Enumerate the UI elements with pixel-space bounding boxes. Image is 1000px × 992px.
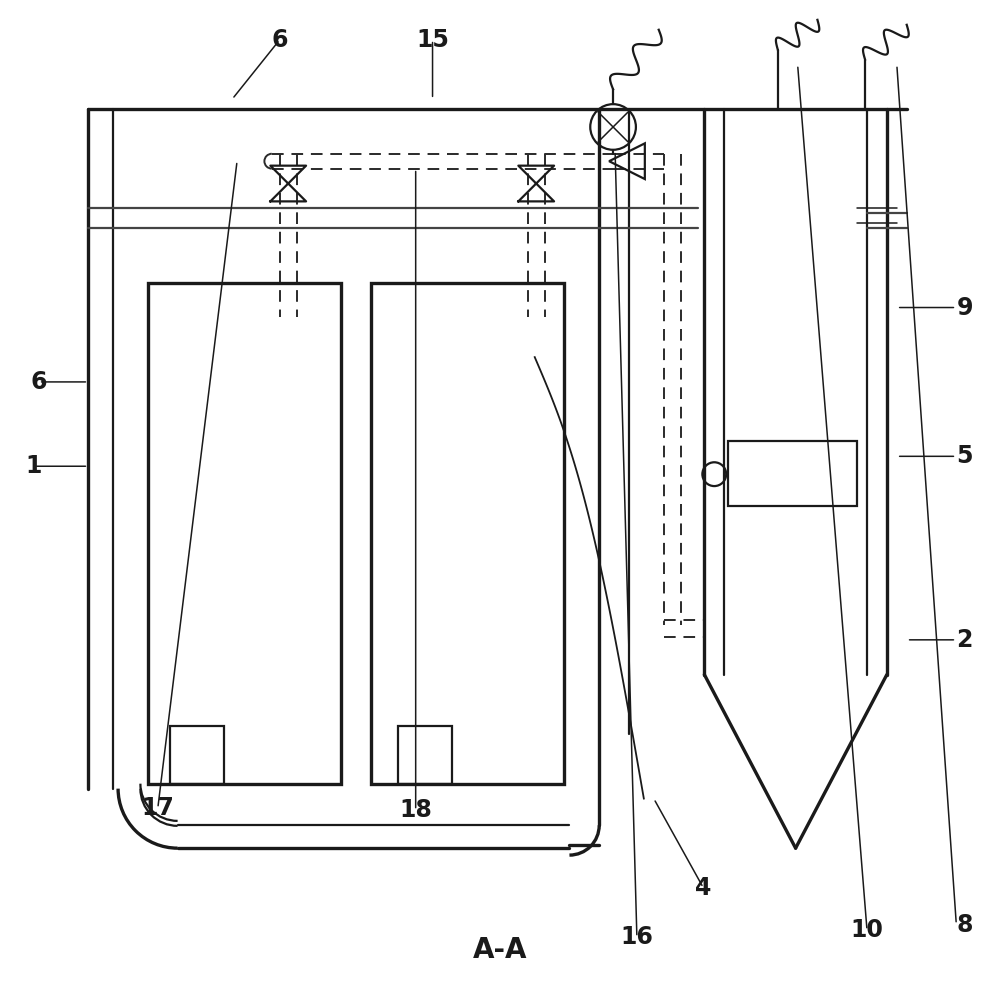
Text: 9: 9 (956, 296, 973, 319)
Text: 10: 10 (851, 919, 883, 942)
Bar (170, 726, 224, 784)
Text: 4: 4 (695, 876, 712, 900)
Text: 15: 15 (416, 28, 449, 52)
Text: 8: 8 (956, 913, 973, 936)
Bar (728, 441, 857, 506)
Text: A-A: A-A (473, 936, 527, 964)
Text: 5: 5 (956, 444, 973, 468)
Text: 6: 6 (30, 370, 47, 394)
Bar (371, 283, 564, 784)
Text: 17: 17 (141, 797, 174, 820)
Text: 2: 2 (956, 628, 973, 652)
Bar (398, 726, 452, 784)
Text: 1: 1 (26, 454, 42, 478)
Bar (148, 283, 341, 784)
Text: 6: 6 (272, 28, 288, 52)
Text: 16: 16 (620, 926, 653, 949)
Text: 18: 18 (399, 799, 432, 822)
